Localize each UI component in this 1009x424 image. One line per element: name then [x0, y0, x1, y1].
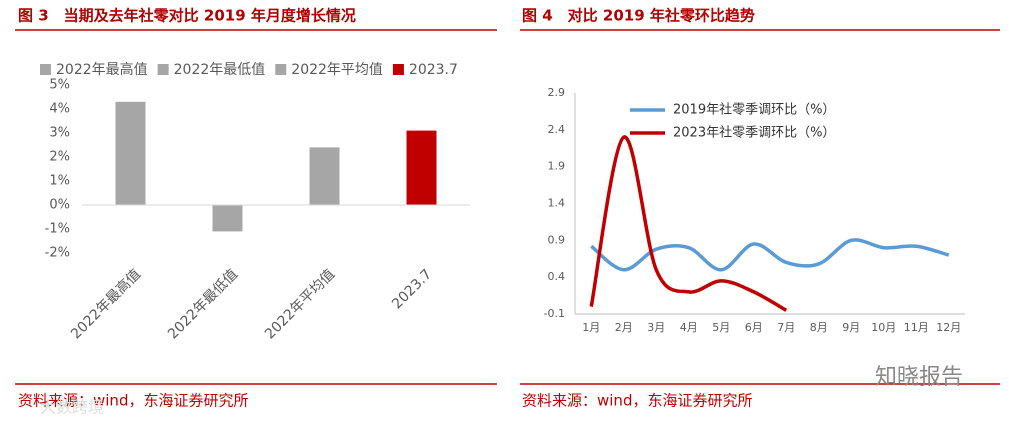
bar	[309, 147, 340, 205]
x-tick-label: 2月	[615, 321, 633, 334]
y-tick-label: 5%	[49, 78, 70, 93]
source: 资料来源：wind，东海证券研究所	[522, 392, 752, 410]
legend-swatch	[392, 64, 404, 75]
bar	[406, 130, 437, 205]
y-tick-label: -0.1	[544, 307, 565, 320]
y-tick-label: 2.4	[548, 123, 566, 136]
x-tick-label: 8月	[810, 321, 828, 334]
x-tick-label: 12月	[936, 321, 961, 334]
x-tick-label: 2022年最低值	[165, 266, 241, 342]
series-line	[589, 135, 788, 312]
x-tick-label: 2022年最高值	[67, 266, 144, 343]
x-tick-label: 7月	[777, 321, 795, 334]
x-tick-label: 5月	[712, 321, 730, 334]
y-tick-label: 0%	[49, 198, 70, 213]
x-tick-label: 9月	[842, 321, 860, 334]
legend-label: 2022年最高值	[56, 61, 148, 78]
legend-label: 2022年最低值	[174, 62, 266, 78]
source: 资料来源：wind，东海证券研究所	[18, 392, 248, 410]
x-tick-label: 11月	[904, 321, 929, 334]
y-tick-label: 1%	[49, 174, 70, 189]
y-tick-label: 3%	[49, 126, 70, 141]
watermark: 知晓报告	[875, 365, 963, 390]
legend-swatch	[157, 64, 169, 75]
legend-swatch	[275, 64, 287, 75]
y-tick-label: 1.4	[548, 197, 566, 210]
x-tick-label: 2022年平均值	[262, 266, 338, 342]
y-tick-label: 2%	[49, 150, 70, 165]
x-tick-label: 6月	[745, 321, 763, 334]
chart-title: 图 3 当期及去年社零对比 2019 年月度增长情况	[18, 7, 356, 25]
x-tick-label: 1月	[582, 321, 600, 334]
x-tick-label: 2023.7	[389, 266, 435, 312]
chart-title: 图 4 对比 2019 年社零环比趋势	[522, 7, 755, 25]
legend-label: 2019年社零季调环比（%）	[673, 102, 835, 118]
y-tick-label: -2%	[45, 246, 70, 261]
y-tick-label: -1%	[45, 222, 70, 237]
bar	[115, 101, 146, 205]
legend-swatch	[40, 64, 51, 75]
x-tick-label: 3月	[647, 321, 665, 334]
y-tick-label: 4%	[49, 102, 70, 117]
y-tick-label: 0.4	[548, 270, 566, 283]
y-tick-label: 2.9	[548, 86, 566, 99]
y-tick-label: 1.9	[548, 160, 566, 173]
series-line	[590, 238, 950, 272]
x-tick-label: 4月	[680, 321, 698, 334]
y-tick-label: 0.9	[548, 233, 566, 246]
legend-label: 2022年平均值	[291, 62, 383, 78]
watermark: 大数跨境	[40, 398, 104, 417]
legend-label: 2023.7	[409, 62, 458, 78]
legend-label: 2023年社零季调环比（%）	[673, 125, 835, 141]
bar	[212, 205, 243, 232]
x-tick-label: 10月	[871, 321, 896, 334]
